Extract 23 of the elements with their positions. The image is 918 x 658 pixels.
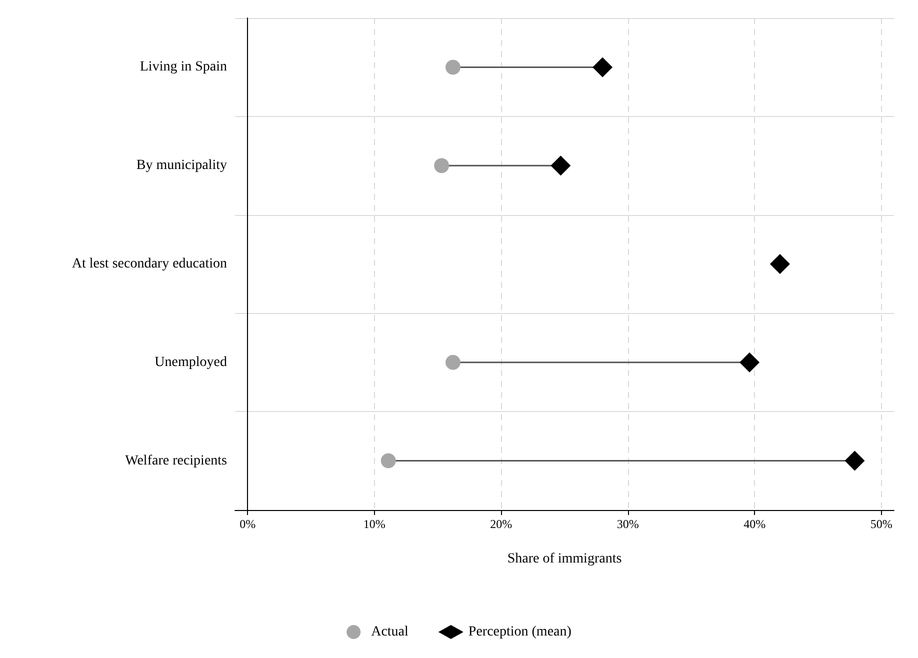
y-tick-label: Welfare recipients xyxy=(125,453,227,468)
point xyxy=(770,254,790,274)
point xyxy=(434,158,450,174)
x-tick-label: 30% xyxy=(616,517,639,531)
x-tick-label: 10% xyxy=(363,517,386,531)
legend-label: Perception (mean) xyxy=(468,624,572,640)
point xyxy=(445,354,460,370)
y-tick-label: By municipality xyxy=(136,158,227,174)
x-tick-label: 40% xyxy=(744,517,766,531)
point xyxy=(740,352,760,372)
y-tick-label: Living in Spain xyxy=(140,60,227,75)
x-tick-label: 0% xyxy=(240,517,256,531)
x-axis-title: Share of immigrants xyxy=(507,552,622,566)
x-tick-label: 50% xyxy=(870,517,892,531)
x-tick-label: 20% xyxy=(490,517,512,531)
point xyxy=(844,450,865,471)
point xyxy=(445,60,460,75)
y-tick-label: At lest secondary education xyxy=(72,256,227,272)
point xyxy=(380,453,396,468)
point xyxy=(550,156,571,176)
legend-label: Actual xyxy=(371,624,409,640)
point xyxy=(592,57,613,78)
y-tick-label: Unemployed xyxy=(154,354,227,370)
